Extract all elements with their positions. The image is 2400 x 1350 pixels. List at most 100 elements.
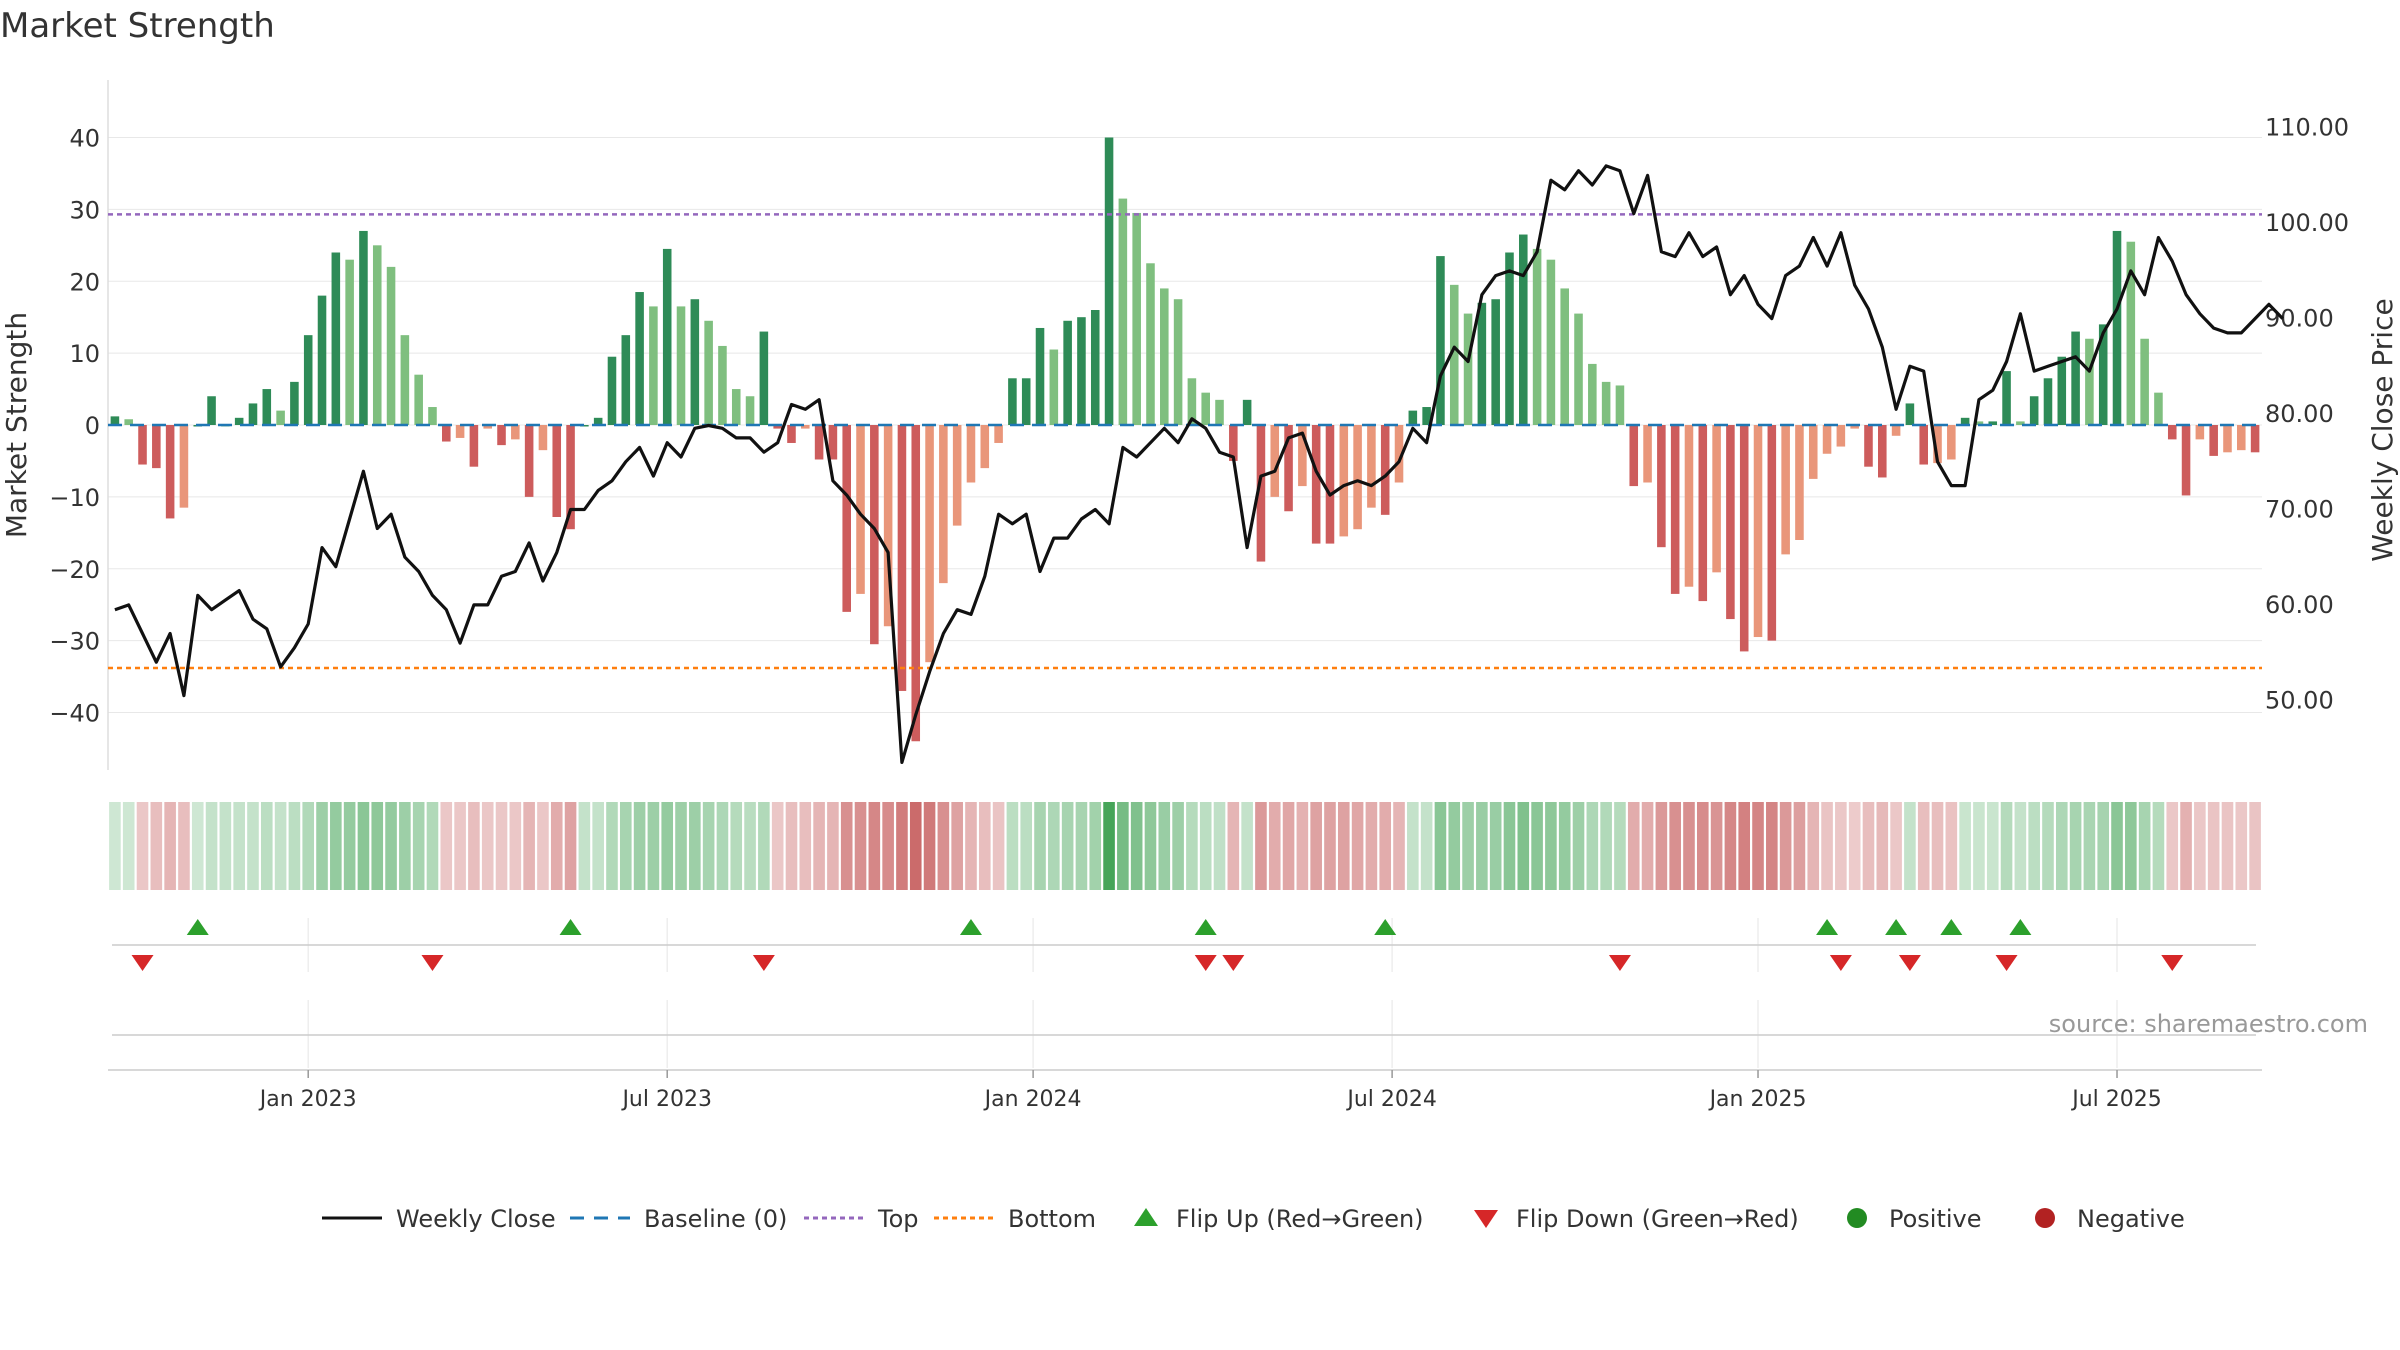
legend-item-negative: Negative	[2035, 1205, 2185, 1233]
strength-bar	[1670, 425, 1680, 594]
heat-cell	[1917, 802, 1930, 890]
strength-bar	[1339, 425, 1349, 537]
heat-cell	[371, 802, 384, 890]
heat-cell	[1572, 802, 1585, 890]
strength-bar	[303, 335, 313, 425]
heat-cell	[1255, 802, 1267, 890]
strength-bar	[2029, 396, 2039, 425]
strength-bar	[372, 245, 382, 425]
heat-cell	[1558, 802, 1571, 890]
strength-bar	[165, 425, 175, 519]
left-tick-label: 20	[69, 268, 100, 296]
heat-cell	[205, 802, 218, 890]
heat-cell	[716, 802, 729, 890]
strength-bar	[1878, 425, 1887, 478]
heat-cell	[1213, 802, 1226, 890]
heat-cell	[1420, 802, 1433, 890]
right-tick-label: 70.00	[2265, 495, 2334, 523]
heat-cell	[495, 802, 508, 890]
heat-cell	[1876, 802, 1889, 890]
legend: Weekly Close Baseline (0) Top Bottom Flip Up…	[322, 1205, 2185, 1233]
x-tick-label: Jan 2025	[1708, 1087, 1807, 1112]
strength-bar	[856, 425, 865, 594]
left-tick-label: −30	[49, 628, 100, 656]
heat-cell	[1669, 802, 1681, 890]
legend-label: Positive	[1889, 1205, 1982, 1233]
strength-bar	[1739, 425, 1749, 652]
heat-cell	[330, 802, 342, 890]
strength-bar	[1215, 399, 1224, 425]
strength-bar	[2043, 378, 2053, 425]
heat-cell	[2207, 802, 2220, 890]
strength-bar	[2098, 324, 2108, 425]
legend-item-weekly-close: Weekly Close	[322, 1205, 556, 1233]
strength-bar	[1394, 425, 1404, 483]
heat-cell	[992, 802, 1005, 890]
right-tick-label: 100.00	[2265, 209, 2349, 237]
right-tick-label: 50.00	[2265, 686, 2334, 714]
strength-bar	[676, 306, 686, 425]
strength-bar	[1298, 425, 1307, 487]
weekly-close-series	[114, 164, 2284, 765]
heat-cell	[689, 802, 701, 890]
right-tick-label: 80.00	[2265, 400, 2334, 428]
strength-bar	[331, 252, 341, 425]
strength-bar	[1808, 425, 1818, 479]
strength-bar	[566, 425, 575, 530]
heat-cell	[896, 802, 908, 890]
strength-bar	[124, 419, 133, 425]
heat-cell	[1103, 802, 1115, 890]
heat-cell	[233, 802, 245, 890]
legend-label: Weekly Close	[396, 1205, 556, 1233]
strength-bar	[883, 425, 893, 627]
left-tick-label: 30	[69, 196, 100, 224]
strength-bar	[1049, 349, 1059, 425]
strength-bar	[1035, 327, 1045, 425]
legend-label: Bottom	[1008, 1205, 1096, 1233]
heat-cell	[122, 802, 135, 890]
strength-bar	[704, 320, 713, 425]
heat-cell	[619, 802, 632, 890]
heat-cell	[2042, 802, 2054, 890]
heat-cell	[578, 802, 591, 890]
heat-cell	[1020, 802, 1033, 890]
heat-cell	[1489, 802, 1502, 890]
strength-bar	[1021, 378, 1031, 425]
heat-cell	[2235, 802, 2248, 890]
heat-strip	[109, 802, 2261, 890]
strength-bar	[428, 407, 437, 425]
strength-bar	[455, 425, 465, 438]
heat-cell	[2194, 802, 2206, 890]
strength-bar	[911, 425, 921, 742]
strength-bar	[2223, 425, 2232, 453]
strength-bar	[1864, 425, 1873, 467]
heat-cell	[164, 802, 176, 890]
heat-cell	[1959, 802, 1971, 890]
flip-down-marker	[1608, 955, 1631, 971]
strength-bar	[1256, 425, 1266, 562]
heat-cell	[606, 802, 618, 890]
strength-bar	[538, 425, 548, 451]
strength-bar	[1629, 425, 1639, 487]
chart-title: Market Strength	[0, 6, 275, 46]
flip-up-marker	[1374, 919, 1397, 935]
heat-cell	[136, 802, 149, 890]
heat-cell	[1117, 802, 1129, 890]
strength-bar	[1090, 310, 1100, 425]
flip-down-marker	[131, 955, 154, 971]
legend-item-bottom: Bottom	[934, 1205, 1096, 1233]
heat-cell	[2069, 802, 2082, 890]
strength-bar	[1960, 417, 1970, 425]
strength-bar	[801, 425, 810, 429]
strength-bar	[1229, 425, 1238, 461]
strength-bar	[925, 425, 934, 663]
strength-bar	[1201, 392, 1210, 425]
strength-bar	[1422, 407, 1431, 425]
heat-cell	[1517, 802, 1530, 890]
strength-bar	[842, 425, 851, 612]
heat-cell	[799, 802, 812, 890]
strength-bar	[1919, 425, 1928, 465]
strength-bar	[2209, 425, 2218, 456]
strength-bar	[1574, 313, 1583, 425]
strength-bar	[1781, 425, 1790, 555]
